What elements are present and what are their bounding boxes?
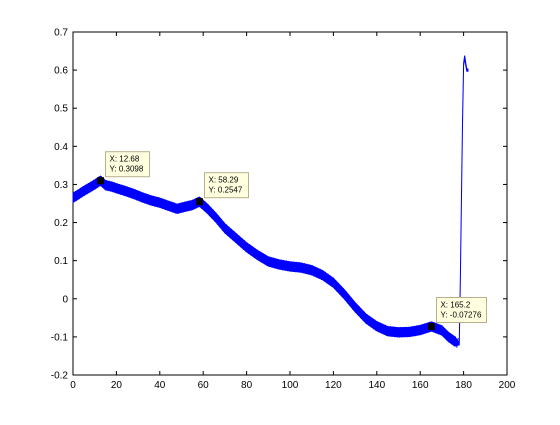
datatip-marker <box>427 323 435 331</box>
datatip: X: 58.29Y: 0.2547 <box>195 172 249 206</box>
y-tick-label: 0 <box>62 294 68 305</box>
y-tick-label: -0.2 <box>51 371 69 382</box>
datatip: X: 165.2Y: -0.07276 <box>427 297 487 331</box>
x-tick-label: 20 <box>111 380 123 391</box>
datatip-box <box>105 151 151 178</box>
series-noise-trace <box>73 176 459 348</box>
datatip-x-label: X: 12.68 <box>110 155 140 164</box>
y-tick-label: 0.5 <box>54 104 68 115</box>
datatip-x-label: X: 165.2 <box>440 301 470 310</box>
x-tick-label: 120 <box>325 380 342 391</box>
series-noise <box>73 176 459 348</box>
x-tick-label: 180 <box>455 380 472 391</box>
y-tick-label: 0.2 <box>54 218 68 229</box>
plot-area <box>72 31 508 376</box>
y-tick-label: 0.3 <box>54 180 68 191</box>
y-tick-label: 0.1 <box>54 256 68 267</box>
datatip-x-label: X: 58.29 <box>208 176 238 185</box>
datatip: X: 12.68Y: 0.3098 <box>97 151 151 185</box>
y-tick-label: 0.4 <box>54 142 68 153</box>
x-tick-label: 40 <box>154 380 166 391</box>
x-tick-label: 100 <box>282 380 299 391</box>
datatip-y-label: Y: 0.3098 <box>110 165 144 174</box>
x-tick-label: 140 <box>368 380 385 391</box>
x-tick-label: 200 <box>499 380 516 391</box>
x-tick-label: 60 <box>198 380 210 391</box>
x-tick-label: 0 <box>70 380 76 391</box>
datatip-marker <box>97 177 105 185</box>
datatip-y-label: Y: -0.07276 <box>440 311 481 320</box>
datatip-y-label: Y: 0.2547 <box>208 186 242 195</box>
y-tick-label: -0.1 <box>51 332 69 343</box>
datatip-box <box>203 172 249 199</box>
y-tick-label: 0.7 <box>54 28 68 39</box>
y-tick-label: 0.6 <box>54 66 68 77</box>
x-tick-label: 80 <box>241 380 253 391</box>
datatip-box <box>435 297 487 324</box>
datatip-marker <box>195 198 203 206</box>
x-tick-label: 160 <box>412 380 429 391</box>
